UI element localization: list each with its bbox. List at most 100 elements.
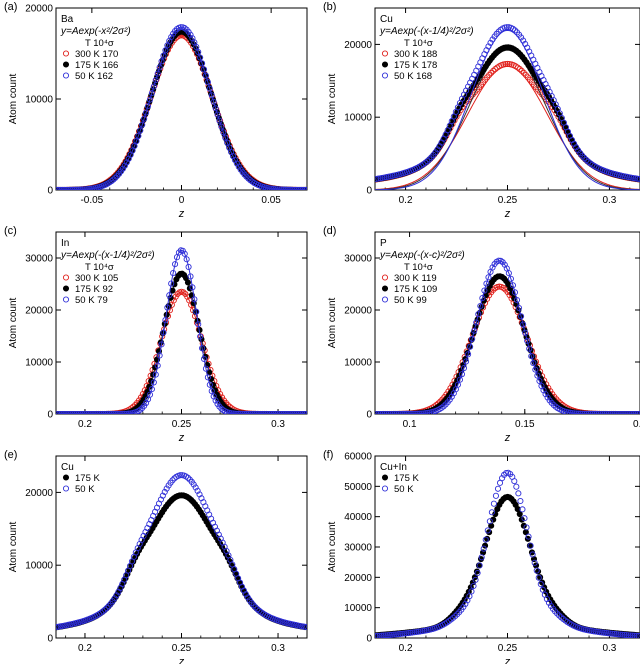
data-point-50k — [243, 410, 250, 414]
data-point-50k — [197, 333, 204, 340]
panel-label: (a) — [4, 1, 17, 13]
data-point-50k — [187, 273, 194, 280]
legend-marker — [381, 50, 389, 57]
data-point-50k — [413, 628, 420, 636]
data-point-50k — [583, 410, 590, 414]
y-tick-label: 60000 — [344, 452, 372, 463]
data-point-50k — [518, 34, 525, 41]
data-point-50k — [112, 410, 119, 414]
data-point-50k — [299, 410, 306, 414]
data-point-50k — [513, 296, 521, 304]
data-point-50k — [386, 631, 393, 638]
data-point-50k — [422, 410, 429, 414]
data-point-50k — [465, 351, 472, 358]
data-point-50k — [387, 410, 394, 414]
data-point-50k — [119, 165, 126, 172]
data-point-50k — [399, 410, 406, 414]
data-point-50k — [522, 329, 529, 336]
data-point-50k — [503, 469, 510, 477]
data-point-50k — [67, 186, 74, 190]
data-point-50k — [301, 186, 307, 190]
data-point-50k — [545, 599, 553, 606]
data-point-50k — [542, 391, 549, 398]
data-point-50k — [573, 144, 580, 151]
chart-panel-3: (c) 0.2 0.25 0.3 0 10000 20000 30000 z Atom count… — [4, 225, 308, 444]
data-point-50k — [159, 492, 166, 499]
data-point-50k — [482, 536, 489, 543]
data-point-50k — [212, 397, 219, 404]
data-point-50k — [197, 54, 204, 61]
legend-marker — [381, 296, 389, 303]
legend-entry: 300 K 105 — [75, 273, 118, 284]
data-point-50k — [417, 628, 424, 635]
y-tick-label: 20000 — [25, 488, 53, 499]
data-point-300k — [496, 283, 503, 290]
data-point-300k — [488, 69, 495, 76]
data-point-175k — [516, 510, 523, 518]
data-point-50k — [92, 410, 99, 414]
data-point-50k — [524, 337, 531, 344]
data-point-50k — [150, 379, 157, 386]
data-point-50k — [632, 410, 639, 414]
data-point-50k — [407, 410, 415, 414]
data-point-175k — [492, 510, 499, 518]
element-label: Ba — [61, 14, 74, 25]
y-tick-label: 30000 — [344, 254, 372, 265]
data-point-50k — [77, 186, 84, 190]
data-point-50k — [537, 581, 544, 588]
data-point-50k — [479, 295, 486, 302]
data-point-50k — [581, 154, 588, 162]
data-point-50k — [556, 612, 563, 619]
data-point-50k — [73, 410, 80, 414]
data-point-50k — [625, 632, 632, 638]
data-point-50k — [184, 474, 191, 481]
data-point-50k — [156, 352, 163, 359]
data-point-50k — [405, 410, 413, 414]
legend-entry: 175 K 92 — [75, 284, 113, 295]
data-point-50k — [56, 186, 61, 190]
plot-area — [56, 247, 307, 414]
legend-marker — [62, 474, 70, 481]
data-point-50k — [609, 630, 616, 637]
data-point-50k — [183, 256, 190, 263]
data-point-50k — [302, 623, 307, 630]
data-point-50k — [384, 632, 391, 638]
data-point-50k — [617, 631, 624, 638]
data-point-50k — [401, 630, 408, 637]
data-point-50k — [96, 410, 103, 414]
data-point-50k — [617, 410, 625, 414]
x-tick-label: 0.2 — [399, 195, 413, 206]
data-point-50k — [534, 372, 541, 379]
legend-marker — [381, 474, 389, 481]
data-point-50k — [513, 483, 520, 490]
data-point-50k — [627, 632, 634, 638]
plot-area — [56, 472, 307, 631]
data-point-50k — [631, 632, 638, 638]
y-tick-label: 20000 — [25, 4, 53, 15]
element-label: Cu+In — [380, 462, 407, 473]
legend-entry: 175 K — [75, 473, 100, 484]
data-point-50k — [56, 186, 63, 190]
data-point-300k — [518, 67, 525, 74]
panel-label: (e) — [4, 449, 17, 461]
data-point-50k — [185, 263, 192, 270]
data-point-50k — [250, 602, 257, 609]
data-point-50k — [231, 156, 238, 164]
data-point-50k — [252, 604, 259, 611]
data-point-50k — [293, 410, 300, 414]
y-tick-label: 10000 — [25, 95, 53, 106]
data-point-50k — [139, 121, 146, 128]
data-point-50k — [297, 410, 304, 414]
fit-line-50k — [375, 29, 640, 190]
x-tick-label: -0.05 — [80, 195, 103, 206]
data-point-50k — [416, 410, 423, 414]
data-point-50k — [104, 410, 111, 414]
y-tick-label: 20000 — [25, 306, 53, 317]
data-point-50k — [536, 377, 543, 385]
data-point-50k — [193, 43, 200, 51]
data-point-50k — [375, 632, 379, 638]
data-point-50k — [280, 186, 287, 190]
data-point-50k — [410, 410, 417, 414]
data-point-50k — [103, 604, 110, 612]
y-tick-label: 10000 — [344, 603, 372, 614]
